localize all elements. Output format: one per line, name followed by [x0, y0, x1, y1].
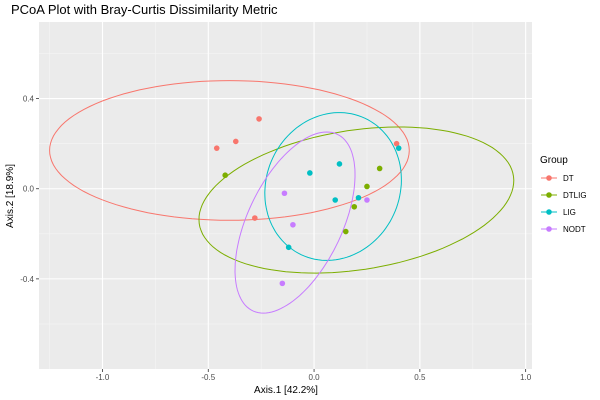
ellipse-nodt [234, 131, 356, 314]
legend-label-nodt: NODT [563, 225, 586, 234]
y-axis-label: Axis.2 [18.9%] [5, 164, 16, 228]
ellipse-lig [264, 112, 402, 261]
x-axis-label: Axis.1 [42.2%] [254, 385, 318, 396]
point-dt [252, 215, 258, 221]
y-tick-label: 0.4 [23, 95, 35, 104]
point-lig [355, 194, 362, 201]
point-nodt [364, 197, 370, 203]
legend: Group DT DTLIG LIG NODT [540, 155, 587, 234]
y-ticks: -0.4 0.0 0.4 [20, 95, 39, 284]
legend-point-nodt [546, 226, 552, 232]
y-tick-label: -0.4 [20, 275, 34, 284]
legend-label-dt: DT [563, 174, 574, 183]
point-nodt [281, 190, 288, 197]
point-nodt [290, 221, 296, 228]
point-dt [232, 138, 239, 145]
x-tick-label: 0.0 [309, 373, 321, 382]
x-tick-label: 1.0 [520, 373, 532, 382]
point-lig [307, 170, 313, 176]
point-dtlig [343, 228, 349, 235]
legend-point-dtlig [546, 192, 552, 198]
legend-label-lig: LIG [563, 208, 576, 217]
x-ticks: -1.0 -0.5 0.0 0.5 1.0 [96, 369, 532, 382]
grid-minor [39, 22, 532, 369]
ellipse-dt [49, 80, 410, 221]
chart-title: PCoA Plot with Bray-Curtis Dissimilarity… [11, 2, 278, 17]
legend-title: Group [540, 155, 568, 166]
ellipses [49, 80, 515, 314]
point-dt [393, 140, 400, 147]
x-tick-label: -0.5 [201, 373, 215, 382]
legend-point-dt [546, 175, 552, 181]
point-dtlig [351, 203, 358, 210]
y-tick-label: 0.0 [23, 185, 35, 194]
grid-major [39, 22, 532, 369]
legend-point-lig [546, 209, 552, 215]
point-dtlig [364, 183, 370, 190]
x-tick-label: -1.0 [96, 373, 110, 382]
ellipse-dtlig [198, 126, 515, 274]
point-lig [332, 197, 339, 203]
legend-label-dtlig: DTLIG [563, 191, 587, 200]
x-tick-label: 0.5 [414, 373, 426, 382]
points [213, 116, 402, 287]
point-lig [336, 161, 343, 167]
point-nodt [279, 280, 286, 287]
point-dtlig [222, 172, 228, 179]
point-dt [213, 145, 220, 151]
point-dt [256, 116, 262, 122]
point-lig [395, 145, 402, 151]
point-lig [285, 244, 292, 251]
point-dtlig [376, 165, 383, 172]
